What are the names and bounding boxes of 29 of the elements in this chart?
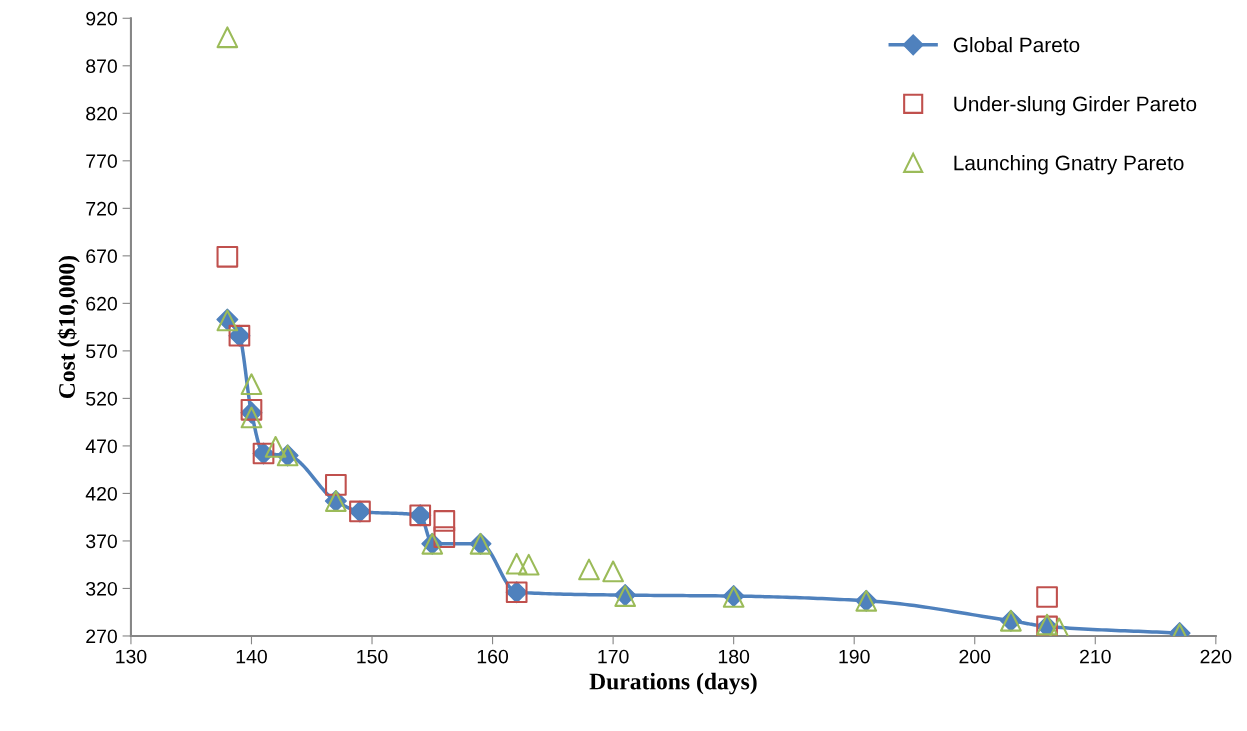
y-tick-label: 270 xyxy=(86,629,117,644)
x-tick-label: 140 xyxy=(236,649,267,664)
x-tick-label: 170 xyxy=(598,649,629,664)
y-tick-label: 420 xyxy=(85,486,117,501)
y-tick-label: 920 xyxy=(86,11,117,26)
x-axis-title: Durations (days) xyxy=(589,672,757,695)
y-tick-label: 670 xyxy=(86,249,117,264)
y-tick-label: 570 xyxy=(86,344,117,359)
x-tick-label: 200 xyxy=(959,649,991,664)
x-tick-label: 190 xyxy=(839,649,870,664)
legend-label: Under-slung Girder Pareto xyxy=(954,96,1197,116)
y-axis-title: Cost ($10,000) xyxy=(57,256,80,399)
y-tick-label: 520 xyxy=(86,391,117,406)
y-tick-label: 470 xyxy=(85,439,117,454)
x-tick-label: 150 xyxy=(357,649,388,664)
x-tick-label: 220 xyxy=(1200,649,1232,664)
x-tick-label: 160 xyxy=(477,649,509,664)
y-tick-label: 870 xyxy=(86,59,117,74)
y-tick-label: 320 xyxy=(86,581,117,596)
x-tick-label: 130 xyxy=(116,649,147,664)
y-tick-label: 620 xyxy=(86,296,117,311)
y-tick-label: 770 xyxy=(86,154,117,169)
legend-label: Launching Gnatry Pareto xyxy=(954,155,1184,175)
y-tick-label: 820 xyxy=(86,106,117,121)
x-tick-label: 210 xyxy=(1080,649,1111,664)
y-tick-label: 720 xyxy=(86,201,117,216)
y-tick-label: 370 xyxy=(86,534,117,549)
x-tick-label: 180 xyxy=(718,649,750,664)
legend-label: Global Pareto xyxy=(953,37,1080,53)
